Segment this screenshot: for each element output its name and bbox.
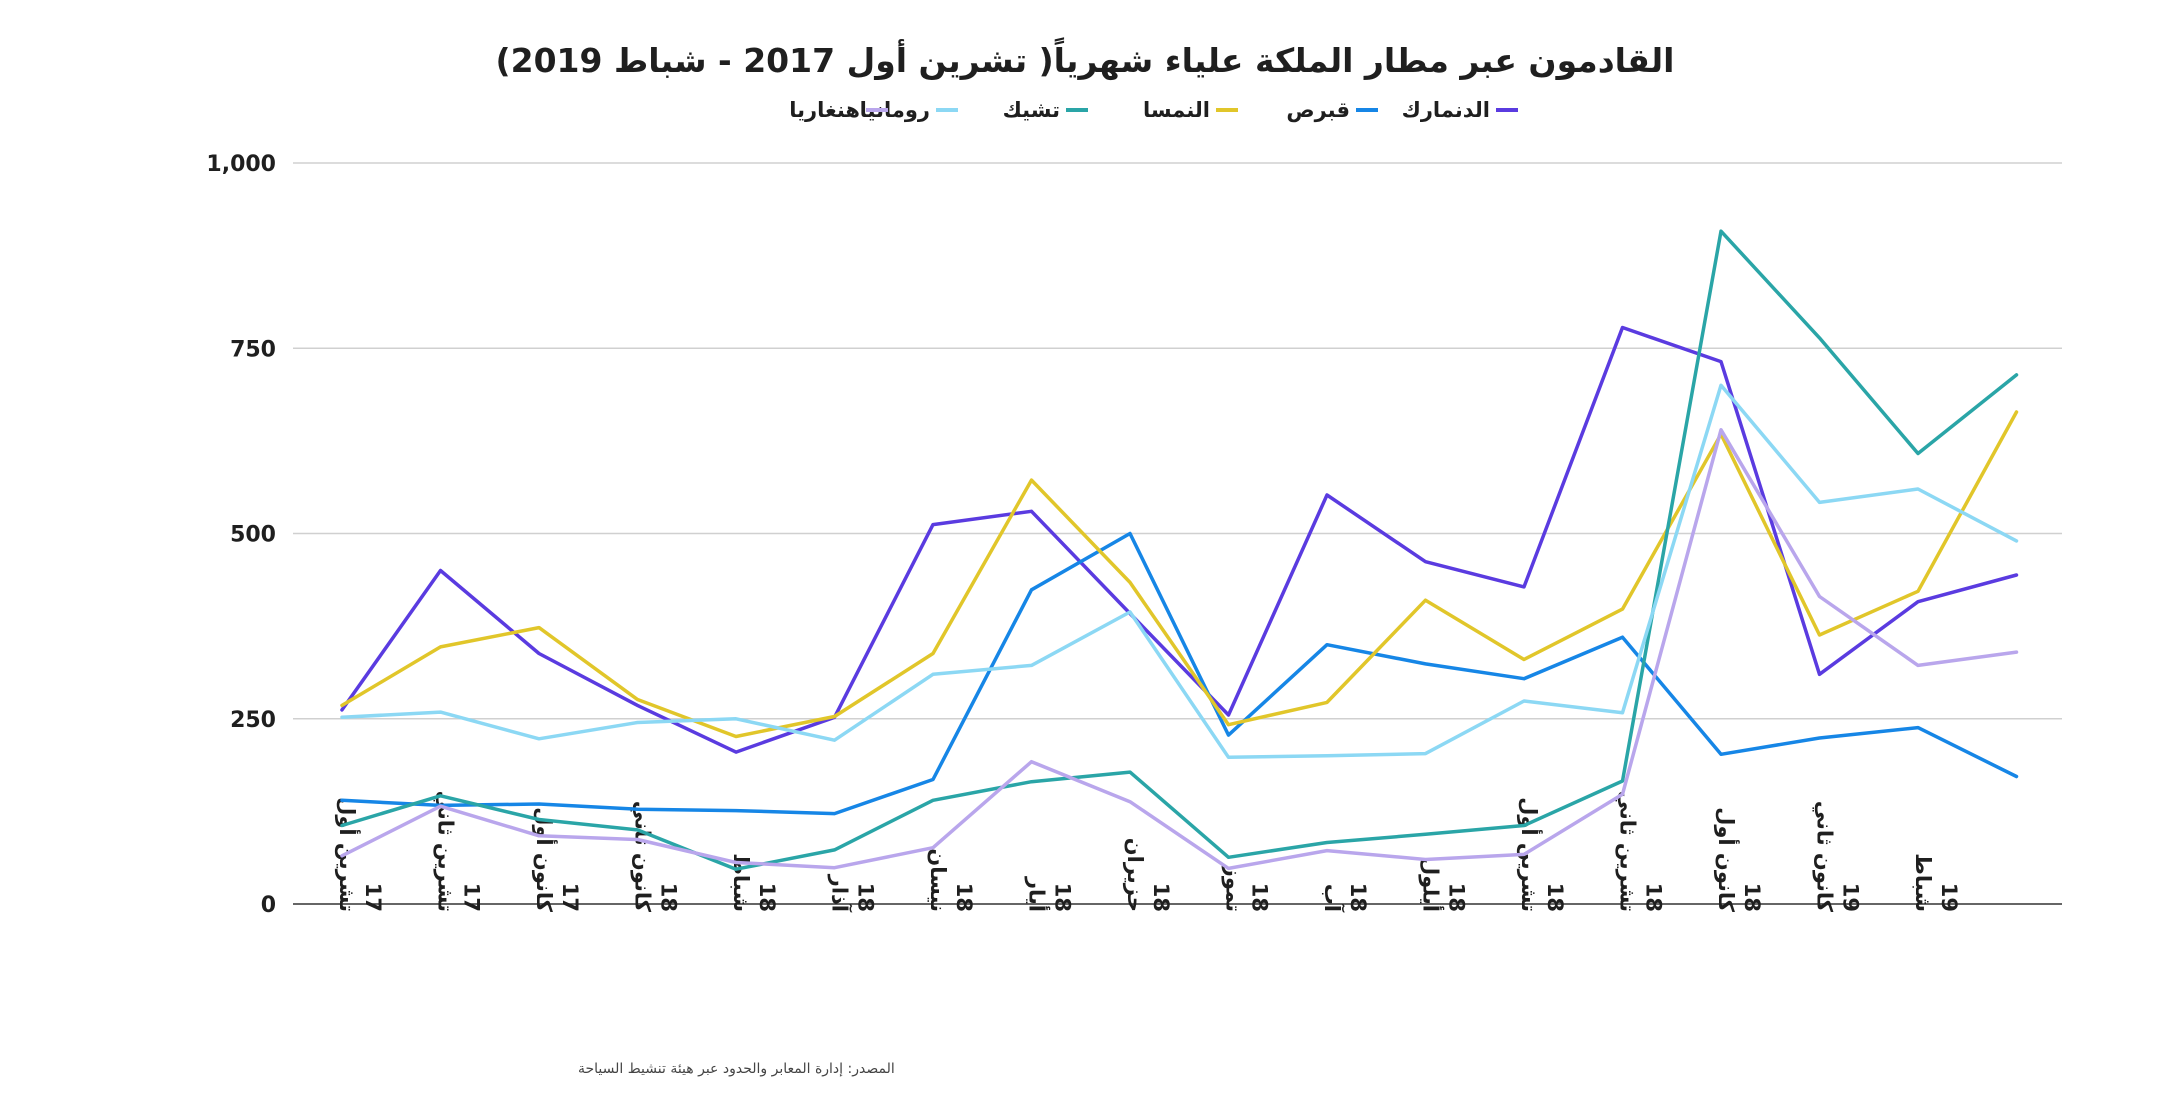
series-line xyxy=(340,325,2019,754)
series-line xyxy=(340,383,2019,760)
x-tick-label-line1: حزيران xyxy=(1123,838,1147,912)
x-tick-label-line2: 18 xyxy=(952,883,976,912)
x-tick-label-line2: 18 xyxy=(1445,883,1469,912)
x-tick-label-line2: 18 xyxy=(1248,883,1272,912)
x-tick-label: حزيران 18 xyxy=(1123,838,1173,912)
x-tick-label: آب 18 xyxy=(1320,883,1370,913)
x-tick-label-line1: آذار xyxy=(828,874,853,913)
chart-title: القادمون عبر مطار الملكة علياء شهرياً( ت… xyxy=(496,37,1675,81)
x-tick-label-line1: تشرين ثاني xyxy=(1616,791,1640,912)
x-tick-label-line1: أيار xyxy=(1025,876,1052,912)
x-tick-label-line2: 19 xyxy=(1839,883,1863,912)
x-tick-label-line2: 18 xyxy=(1051,883,1075,912)
x-tick-label: أيار 18 xyxy=(1025,876,1075,912)
x-tick-label-line2: 18 xyxy=(1642,883,1666,912)
source-note: المصدر: إدارة المعابر والحدود عبر هيئة ت… xyxy=(578,1061,895,1077)
x-tick-label-line2: 17 xyxy=(361,883,385,912)
x-tick-label-line2: 18 xyxy=(657,883,681,912)
y-tick-label: 1,000 xyxy=(206,152,276,177)
x-tick-label-line2: 18 xyxy=(1543,883,1567,912)
legend-label: النمسا xyxy=(1143,98,1210,122)
x-tick-label-line1: آب xyxy=(1320,884,1345,913)
legend-label: تشيك xyxy=(1003,98,1060,122)
x-tick-label: كانون أول 17 xyxy=(532,807,582,913)
x-tick-label-line1: كانون أول xyxy=(532,807,559,913)
legend-item: النمسا xyxy=(1143,98,1238,122)
gridlines xyxy=(293,162,2062,720)
y-tick-label: 500 xyxy=(230,523,276,548)
x-tick-label: تشرين ثاني 18 xyxy=(1616,791,1666,912)
x-tick-label-line2: 18 xyxy=(1740,883,1764,912)
x-axis: تشرين أول 17 تشرين ثاني 17 كانون أول 17 كانون … xyxy=(335,791,1961,913)
x-tick-label-line2: 18 xyxy=(755,883,779,912)
y-tick-label: 750 xyxy=(230,337,276,362)
x-tick-label: أيلول 18 xyxy=(1419,857,1469,912)
x-tick-label-line1: نيسان xyxy=(926,848,950,912)
x-tick-label: نيسان 18 xyxy=(926,848,976,912)
legend-label: قبرص xyxy=(1286,98,1350,122)
x-tick-label-line1: شباط xyxy=(1911,853,1935,912)
x-tick-label-line1: أيلول xyxy=(1419,857,1446,912)
x-tick-label-line2: 17 xyxy=(460,883,484,912)
x-tick-label-line1: كانون ثاني xyxy=(631,801,655,913)
x-tick-label: آذار 18 xyxy=(828,874,878,913)
y-axis: 0 250 500 750 1,000 xyxy=(206,152,276,918)
series-line xyxy=(340,531,2019,816)
legend-item: هنغاريا xyxy=(789,98,888,122)
x-tick-label-line2: 18 xyxy=(854,883,878,912)
series-line xyxy=(340,229,2019,871)
x-tick-label-line1: كانون أول xyxy=(1714,807,1741,913)
x-tick-label: تموز 18 xyxy=(1222,864,1272,912)
series-lines xyxy=(340,229,2019,871)
x-tick-label-line1: تشرين أول xyxy=(335,797,362,912)
x-tick-label-line1: كانون ثاني xyxy=(1813,801,1837,913)
legend-item: الدنمارك xyxy=(1402,98,1518,122)
legend-label: الدنمارك xyxy=(1402,98,1490,122)
legend-item: قبرص xyxy=(1286,98,1378,122)
series-line xyxy=(340,410,2019,739)
x-tick-label-line2: 19 xyxy=(1937,883,1961,912)
y-tick-label: 0 xyxy=(261,893,276,918)
x-tick-label-line2: 18 xyxy=(1149,883,1173,912)
x-tick-label-line2: 17 xyxy=(558,883,582,912)
x-tick-label-line2: 18 xyxy=(1346,883,1370,912)
series-line xyxy=(340,428,2019,871)
x-tick-label: كانون ثاني 18 xyxy=(631,801,681,913)
x-tick-label: كانون ثاني 19 xyxy=(1813,801,1863,913)
legend-item: تشيك xyxy=(1003,98,1088,122)
x-tick-label: تشرين أول 17 xyxy=(335,797,385,912)
x-tick-label: تشرين ثاني 17 xyxy=(434,791,484,912)
y-tick-label: 250 xyxy=(230,708,276,733)
x-tick-label: شباط 19 xyxy=(1911,853,1961,912)
x-tick-label: كانون أول 18 xyxy=(1714,807,1764,913)
legend-label: هنغاريا xyxy=(789,98,860,122)
x-tick-label-line1: تموز xyxy=(1222,864,1246,912)
